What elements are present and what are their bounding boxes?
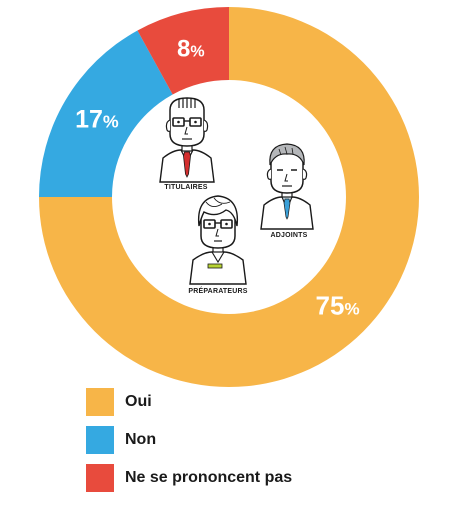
illustration-label-adjoints: ADJOINTS xyxy=(271,232,308,239)
slice-labels: 75% 17% 8% xyxy=(75,36,359,321)
legend-item-non: Non xyxy=(86,421,292,459)
legend-item-ne-se-prononcent-pas: Ne se prononcent pas xyxy=(86,459,292,497)
pharmacist-illustrations: TITULAIRES ADJOINTS xyxy=(159,97,314,295)
chart-legend: Oui Non Ne se prononcent pas xyxy=(86,383,292,497)
legend-label: Non xyxy=(125,431,157,448)
legend-item-oui: Oui xyxy=(86,383,292,421)
legend-label: Oui xyxy=(125,393,152,410)
donut-slices xyxy=(39,7,419,387)
donut-slice-ne-se-prononcent-pas xyxy=(137,7,229,95)
illustration-label-preparateurs: PRÉPARATEURS xyxy=(188,286,247,295)
legend-swatch xyxy=(86,464,114,492)
slice-value-label: 17% xyxy=(75,106,119,134)
donut-slice-non xyxy=(39,30,173,198)
bald-pharmacist-icon: TITULAIRES xyxy=(159,97,215,191)
grey-haired-pharmacist-icon: ADJOINTS xyxy=(260,143,314,239)
legend-swatch xyxy=(86,388,114,416)
legend-swatch xyxy=(86,426,114,454)
illustration-label-titulaires: TITULAIRES xyxy=(164,184,207,191)
donut-slice-oui xyxy=(39,7,419,387)
legend-label: Ne se prononcent pas xyxy=(125,469,293,486)
young-pharmacist-icon: PRÉPARATEURS xyxy=(188,195,248,295)
slice-value-label: 8% xyxy=(177,36,205,63)
slice-value-label: 75% xyxy=(316,291,360,321)
